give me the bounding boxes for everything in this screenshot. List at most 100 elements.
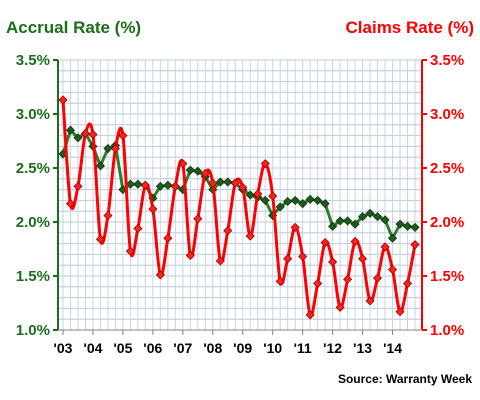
accrual-point xyxy=(103,143,113,154)
series-layer xyxy=(58,95,420,320)
x-tick-label: '14 xyxy=(383,340,402,356)
right-tick-label: 1.5% xyxy=(430,268,464,285)
accrual-point xyxy=(313,195,323,205)
claims-point xyxy=(313,278,323,289)
claims-point xyxy=(373,273,383,283)
right-tick-label: 3.0% xyxy=(430,106,464,123)
accrual-point xyxy=(260,195,270,205)
accrual-point xyxy=(335,216,345,226)
claims-point xyxy=(103,210,113,221)
right-tick-label: 3.5% xyxy=(430,52,464,69)
claims-point xyxy=(260,159,270,169)
accrual-point xyxy=(65,125,76,135)
claims-point xyxy=(245,231,255,241)
accrual-point xyxy=(298,199,308,209)
claims-point xyxy=(238,182,248,193)
x-tick-label: '05 xyxy=(113,340,132,356)
accrual-point xyxy=(343,216,353,226)
claims-point xyxy=(200,168,210,178)
accrual-point xyxy=(305,194,315,204)
claims-point xyxy=(65,199,76,209)
right-tick-label: 2.0% xyxy=(430,214,464,231)
accrual-point xyxy=(373,212,383,222)
accrual-point xyxy=(73,133,83,143)
claims-point xyxy=(328,257,338,267)
accrual-point xyxy=(320,199,330,209)
claims-point xyxy=(343,274,353,284)
accrual-point xyxy=(193,166,203,176)
claims-point xyxy=(410,240,420,250)
claims-point xyxy=(365,296,375,306)
accrual-point xyxy=(245,190,255,200)
claims-point xyxy=(58,95,68,105)
left-tick-label: 3.5% xyxy=(16,52,50,69)
claims-point xyxy=(253,189,263,199)
accrual-point xyxy=(283,196,293,207)
claims-point xyxy=(275,276,285,286)
claims-point xyxy=(95,234,106,244)
claims-point xyxy=(73,181,83,191)
left-tick-label: 2.0% xyxy=(16,214,50,231)
right-tick-label: 1.0% xyxy=(430,322,464,339)
claims-point xyxy=(133,223,143,234)
accrual-point xyxy=(215,177,225,187)
left-axis-ticks: 1.0% 1.5% 2.0% 2.5% 3.0% 3.5% xyxy=(16,52,58,339)
claims-point xyxy=(163,233,173,243)
claims-point xyxy=(380,242,390,252)
right-axis-title: Claims Rate (%) xyxy=(346,18,474,37)
claims-point xyxy=(395,307,405,317)
accrual-point xyxy=(410,222,420,232)
claims-point xyxy=(80,128,91,139)
x-tick-label: '04 xyxy=(84,340,103,356)
accrual-point xyxy=(365,208,375,218)
accrual-point xyxy=(387,233,398,243)
claims-point xyxy=(298,251,308,262)
accrual-point xyxy=(380,215,390,225)
x-axis-ticks: '03 '04 '05 '06 '07 '08 '09 '10 '11 '12 '13 '14 xyxy=(54,330,402,356)
accrual-point xyxy=(402,221,413,231)
claims-point xyxy=(387,264,398,275)
accrual-point xyxy=(95,161,106,171)
accrual-point xyxy=(358,212,368,222)
claims-point xyxy=(335,302,345,312)
x-tick-label: '10 xyxy=(263,340,282,356)
x-tick-label: '07 xyxy=(173,340,192,356)
accrual-point xyxy=(275,202,285,212)
claims-point xyxy=(140,180,150,190)
claims-point xyxy=(402,278,413,289)
claims-point xyxy=(110,143,120,154)
x-tick-label: '11 xyxy=(294,340,312,356)
accrual-point xyxy=(185,165,195,175)
x-tick-label: '13 xyxy=(353,340,372,356)
accrual-point xyxy=(395,219,405,229)
axes xyxy=(57,60,423,331)
x-tick-label: '06 xyxy=(143,340,162,356)
accrual-point xyxy=(133,179,143,189)
left-tick-label: 1.5% xyxy=(16,268,50,285)
left-tick-label: 2.5% xyxy=(16,160,50,177)
right-axis-ticks: 1.0% 1.5% 2.0% 2.5% 3.0% 3.5% xyxy=(422,52,464,339)
gridlines xyxy=(58,59,422,331)
claims-point xyxy=(125,246,135,256)
accrual-point xyxy=(125,179,135,189)
claims-point xyxy=(223,226,233,236)
accrual-point xyxy=(163,180,173,190)
claims-point xyxy=(350,236,360,247)
claims-point xyxy=(155,270,165,280)
x-tick-label: '09 xyxy=(233,340,252,356)
claims-point xyxy=(283,254,293,264)
right-tick-label: 2.5% xyxy=(430,160,464,177)
claims-point xyxy=(185,250,195,261)
claims-point xyxy=(290,222,300,232)
claims-point xyxy=(215,256,225,266)
claims-point xyxy=(358,254,368,264)
claims-point xyxy=(118,131,128,141)
claims-point xyxy=(305,310,315,320)
claims-point xyxy=(170,181,180,191)
claims-point xyxy=(320,237,330,248)
x-tick-label: '08 xyxy=(203,340,222,356)
claims-point xyxy=(148,204,158,214)
claims-point xyxy=(178,159,188,169)
accrual-point xyxy=(328,221,338,231)
